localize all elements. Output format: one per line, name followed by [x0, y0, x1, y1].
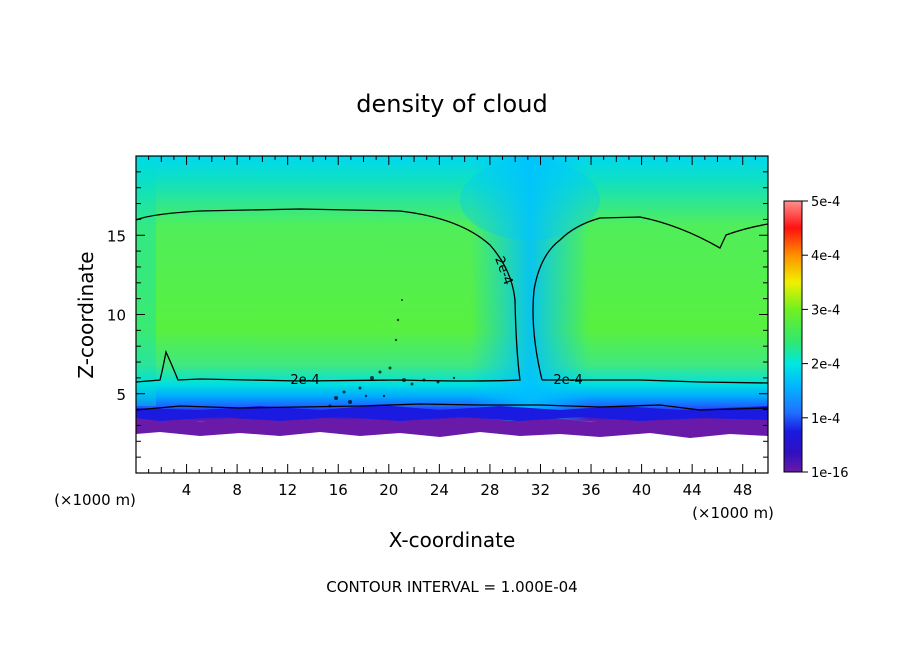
x-axis-label: X-coordinate [389, 528, 516, 552]
colorbar-tick-label: 1e-16 [811, 466, 849, 481]
x-unit-label: (×1000 m) [692, 504, 774, 522]
y-tick-label: 10 [107, 307, 126, 325]
contour-interval-note: CONTOUR INTERVAL = 1.000E-04 [326, 578, 577, 596]
y-axis: 5 10 15 [107, 171, 768, 458]
x-tick-label: 16 [329, 481, 348, 499]
y-tick-label: 5 [116, 386, 126, 404]
chart-title: density of cloud [356, 90, 547, 118]
x-tick-label: 28 [480, 481, 499, 499]
colorbar-tick-label: 1e-4 [811, 412, 840, 427]
x-tick-label: 24 [430, 481, 449, 499]
colorbar-tick-label: 2e-4 [811, 358, 840, 373]
x-tick-label: 8 [232, 481, 242, 499]
colorbar [783, 200, 803, 473]
x-tick-label: 40 [632, 481, 651, 499]
x-tick-label: 48 [733, 481, 752, 499]
contour-label: 2e-4 [290, 373, 319, 388]
x-tick-label: 12 [278, 481, 297, 499]
x-tick-label: 20 [379, 481, 398, 499]
heatmap-field [136, 156, 768, 473]
contour-1e-4-low [135, 403, 769, 411]
colorbar-tick-label: 3e-4 [811, 303, 840, 318]
y-axis-label: Z-coordinate [74, 251, 98, 378]
contour-2e-4-right [532, 216, 769, 384]
colorbar-tick-label: 5e-4 [811, 195, 840, 210]
contour-label: 2e-4 [553, 373, 582, 388]
colorbar-tick-label: 4e-4 [811, 249, 840, 264]
contour-2e-4-left [135, 208, 521, 383]
x-axis: 4 8 12 16 20 24 28 32 36 40 44 48 [148, 156, 756, 499]
contour-lines [135, 208, 769, 411]
colorbar-ticks: 1e-16 1e-4 2e-4 3e-4 4e-4 5e-4 [802, 195, 849, 481]
y-tick-label: 15 [107, 227, 126, 245]
x-tick-label: 32 [531, 481, 550, 499]
x-tick-label: 36 [581, 481, 600, 499]
x-tick-label: 44 [683, 481, 702, 499]
y-unit-label: (×1000 m) [54, 491, 136, 509]
contour-labels: 2e-4 2e-4 2e-4 [290, 255, 582, 388]
x-tick-label: 4 [182, 481, 192, 499]
